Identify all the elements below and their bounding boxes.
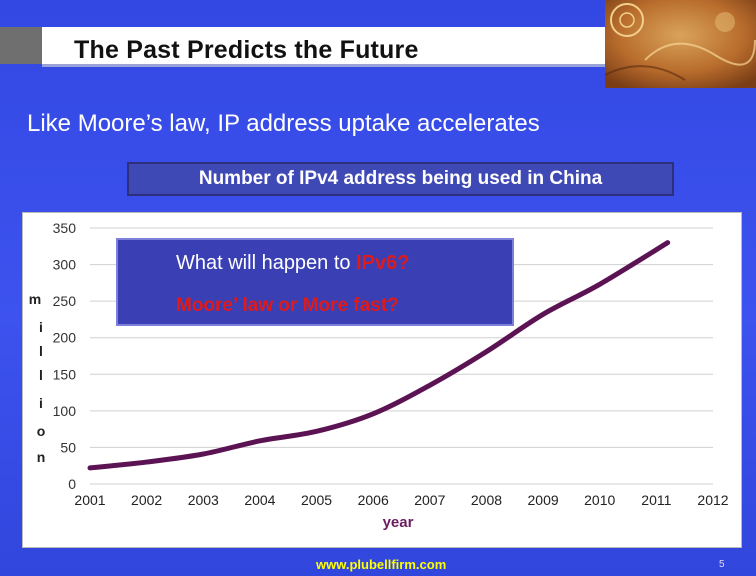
title-underline (42, 64, 605, 67)
y-tick-label: 50 (60, 439, 76, 455)
chart-title: Number of IPv4 address being used in Chi… (198, 168, 603, 189)
subtitle: Like Moore’s law, IP address uptake acce… (27, 110, 540, 137)
callout-question-text: What will happen to (176, 252, 357, 274)
x-tick-label: 2002 (131, 492, 162, 508)
x-tick-label: 2008 (471, 492, 502, 508)
x-tick-label: 2005 (301, 492, 332, 508)
chart-title-box: Number of IPv4 address being used in Chi… (127, 162, 674, 196)
x-tick-label: 2003 (188, 492, 219, 508)
y-axis-label-letter: m (29, 291, 41, 307)
x-tick-label: 2012 (697, 492, 728, 508)
y-tick-label: 350 (53, 220, 77, 236)
x-tick-label: 2004 (244, 492, 275, 508)
x-tick-label: 2010 (584, 492, 615, 508)
y-tick-label: 150 (53, 366, 77, 382)
y-tick-label: 0 (68, 476, 76, 492)
x-tick-label: 2001 (74, 492, 105, 508)
y-axis-label-letter: i (39, 319, 43, 335)
y-axis-label-letter: l (39, 367, 43, 383)
title-band (0, 27, 605, 64)
x-tick-label: 2006 (358, 492, 389, 508)
x-axis-label: year (383, 514, 414, 531)
y-tick-label: 200 (53, 330, 77, 346)
y-tick-label: 250 (53, 293, 77, 309)
x-tick-label: 2009 (528, 492, 559, 508)
x-tick-label: 2011 (641, 492, 671, 508)
page-title: The Past Predicts the Future (74, 36, 419, 64)
callout-answer: Moore’ law or More fast? (176, 295, 399, 316)
y-tick-label: 100 (53, 403, 77, 419)
y-axis-label-letter: o (37, 423, 46, 439)
y-axis-label-letter: n (37, 449, 46, 465)
callout-question-highlight: IPv6? (356, 252, 410, 274)
x-tick-label: 2007 (414, 492, 445, 508)
y-tick-label: 300 (53, 257, 77, 273)
y-axis-label-letter: i (39, 395, 43, 411)
series-line (87, 240, 671, 471)
page-number: 5 (719, 559, 725, 570)
callout-question: What will happen to IPv6? (176, 252, 409, 275)
callout-box: What will happen to IPv6? Moore’ law or … (116, 238, 514, 326)
y-axis-label-letter: l (39, 343, 43, 359)
decorative-map-image (605, 0, 756, 88)
footer-url[interactable]: www.plubellfirm.com (316, 557, 447, 572)
